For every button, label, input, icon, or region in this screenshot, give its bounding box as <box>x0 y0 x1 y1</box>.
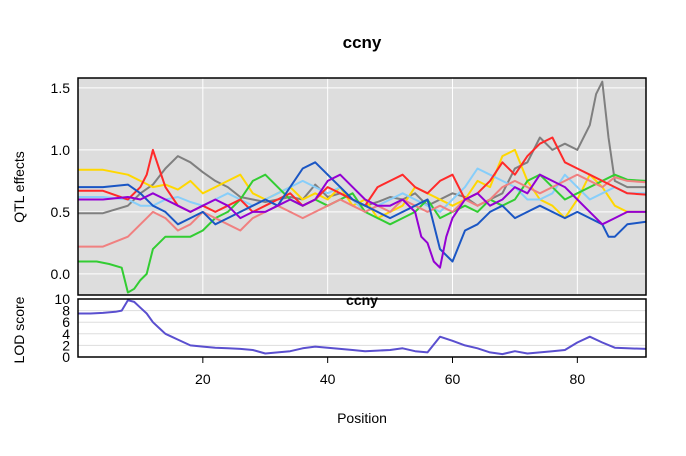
lod-series-line-1 <box>78 299 647 356</box>
x-tick-label: 60 <box>445 371 461 387</box>
effects-panel-border <box>77 77 647 296</box>
lod-y-tick-label: 10 <box>54 291 70 307</box>
effects-y-axis-title: QTL effects <box>11 151 27 223</box>
chart-title: ccny <box>343 33 382 52</box>
lod-overlap-text: ccny <box>346 292 378 308</box>
lod-panel-background <box>78 299 646 357</box>
x-axis-title: Position <box>337 410 387 426</box>
effects-panel: 0.0 0.5 1.0 1.5 QTL effects <box>11 77 647 296</box>
lod-y-tick-label: 2 <box>62 337 70 353</box>
lod-panel-border <box>77 298 647 358</box>
lod-y-tick-label: 6 <box>62 314 70 330</box>
effects-y-tick-label: 1.5 <box>51 80 71 96</box>
lod-y-tick-label: 0 <box>62 349 70 365</box>
x-tick-label: 80 <box>570 371 586 387</box>
lod-y-tick-label: 4 <box>62 326 70 342</box>
effects-panel-background <box>78 78 646 295</box>
x-tick-label: 40 <box>320 371 336 387</box>
effect-series-line-1 <box>78 80 646 215</box>
x-tick-label: 20 <box>195 371 211 387</box>
effects-y-tick-label: 0.0 <box>51 266 71 282</box>
effects-y-tick-label: 1.0 <box>51 142 71 158</box>
lod-y-tick-label: 8 <box>62 303 70 319</box>
effect-series-line-8 <box>78 173 646 269</box>
effects-y-tick-label: 0.5 <box>51 204 71 220</box>
effect-series-line-7 <box>78 161 647 263</box>
lod-y-axis-title: LOD score <box>11 296 27 363</box>
